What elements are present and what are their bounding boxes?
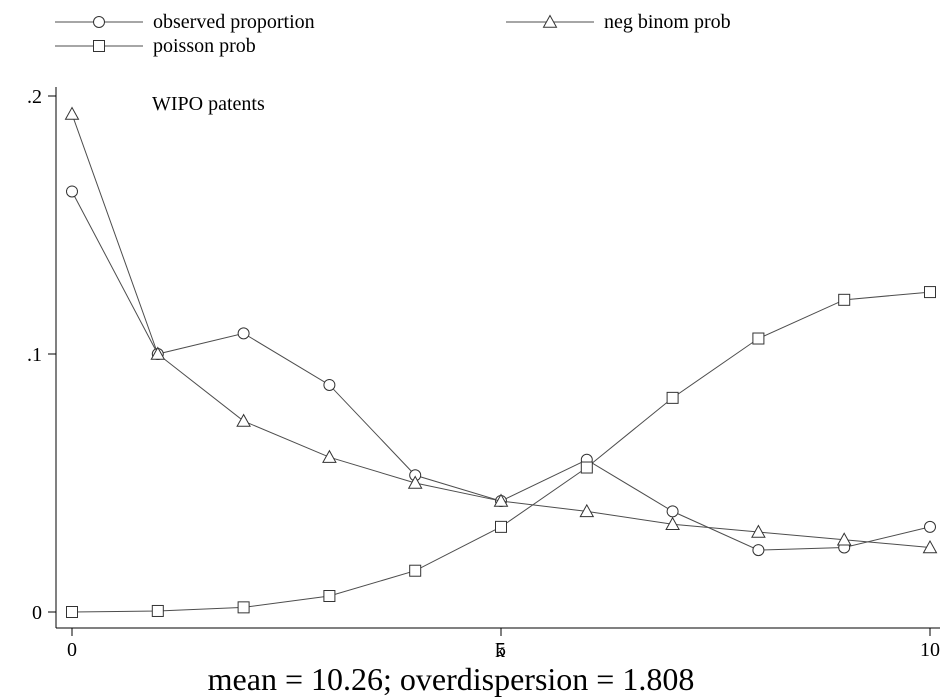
data-point xyxy=(64,106,80,120)
data-point xyxy=(151,604,164,617)
chart-annotation: WIPO patents xyxy=(152,93,265,115)
legend-label: neg binom prob xyxy=(604,11,731,33)
chart-caption: mean = 10.26; overdispersion = 1.808 xyxy=(208,661,695,697)
data-point xyxy=(237,327,250,340)
data-point xyxy=(836,532,852,546)
legend-marker xyxy=(93,16,105,28)
y-tick-label: .2 xyxy=(27,86,42,108)
data-point xyxy=(409,564,422,577)
axes: 0 .1 .2 0 5 10 xyxy=(27,86,940,661)
series-square xyxy=(66,286,936,618)
x-tick-label: 0 xyxy=(67,639,77,661)
legend: observed proportion neg binom prob poisson… xyxy=(55,11,731,57)
x-tick-label: 5 xyxy=(496,639,506,661)
data-point xyxy=(150,346,166,360)
data-point xyxy=(322,449,337,463)
series-line xyxy=(71,113,931,548)
legend-item: poisson prob xyxy=(55,35,256,57)
data-point xyxy=(924,286,936,299)
data-point xyxy=(838,293,851,306)
data-point xyxy=(666,505,679,518)
legend-label: observed proportion xyxy=(153,11,315,33)
legend-marker xyxy=(93,40,105,52)
data-point xyxy=(495,520,507,533)
series-triangle xyxy=(64,106,938,554)
data-point xyxy=(580,461,593,474)
legend-label: poisson prob xyxy=(153,35,256,57)
plot-area xyxy=(64,106,938,618)
data-point xyxy=(66,185,78,198)
data-point xyxy=(924,520,936,533)
data-point xyxy=(666,391,679,404)
data-point xyxy=(665,516,680,530)
data-point xyxy=(751,524,766,538)
data-point xyxy=(407,475,423,489)
series-line xyxy=(71,291,931,613)
data-point xyxy=(66,606,78,618)
data-point xyxy=(236,413,251,427)
data-point xyxy=(323,590,336,603)
data-point xyxy=(493,493,509,507)
x-axis-label: k xyxy=(495,640,505,662)
y-tick-label: 0 xyxy=(32,602,42,624)
data-point xyxy=(752,544,765,557)
data-point xyxy=(922,539,938,554)
legend-marker xyxy=(542,14,558,28)
y-tick-label: .1 xyxy=(27,344,42,366)
legend-item: neg binom prob xyxy=(506,11,731,33)
data-point xyxy=(579,503,595,518)
legend-item: observed proportion xyxy=(55,11,315,33)
data-point xyxy=(752,332,765,345)
data-point xyxy=(323,378,336,391)
x-tick-label: 10 xyxy=(920,639,940,661)
data-point xyxy=(237,601,250,614)
